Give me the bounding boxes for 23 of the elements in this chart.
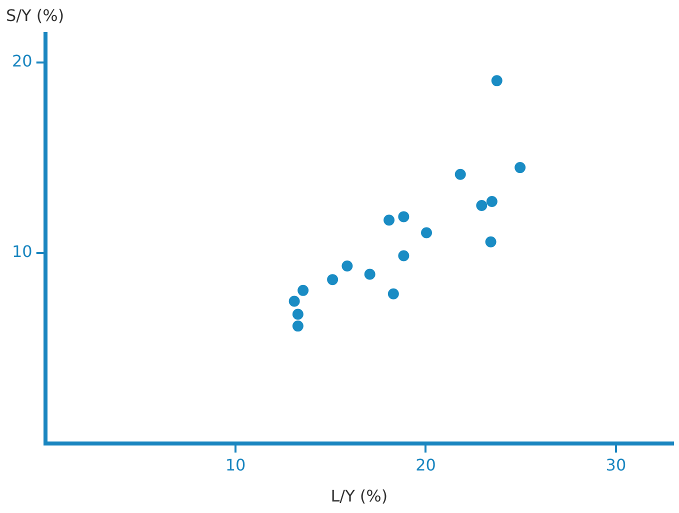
point [491,75,502,86]
point [398,211,410,222]
point [514,162,526,174]
x-tick-label: 10 [225,455,246,474]
y-axis-title: S/Y (%) [6,6,64,25]
point [421,227,432,238]
point [292,308,304,320]
point [388,288,399,300]
point [288,296,300,307]
point [327,274,338,286]
point [342,260,353,272]
point [485,236,496,248]
point [292,320,304,332]
point [398,250,410,262]
x-tick-label: 30 [606,455,626,474]
point [298,284,309,296]
x-axis-title: L/Y (%) [330,486,388,506]
point [454,168,466,180]
point [486,196,498,207]
point [384,214,395,226]
point [364,268,376,280]
point [476,200,488,211]
x-tick-label: 20 [416,455,436,474]
